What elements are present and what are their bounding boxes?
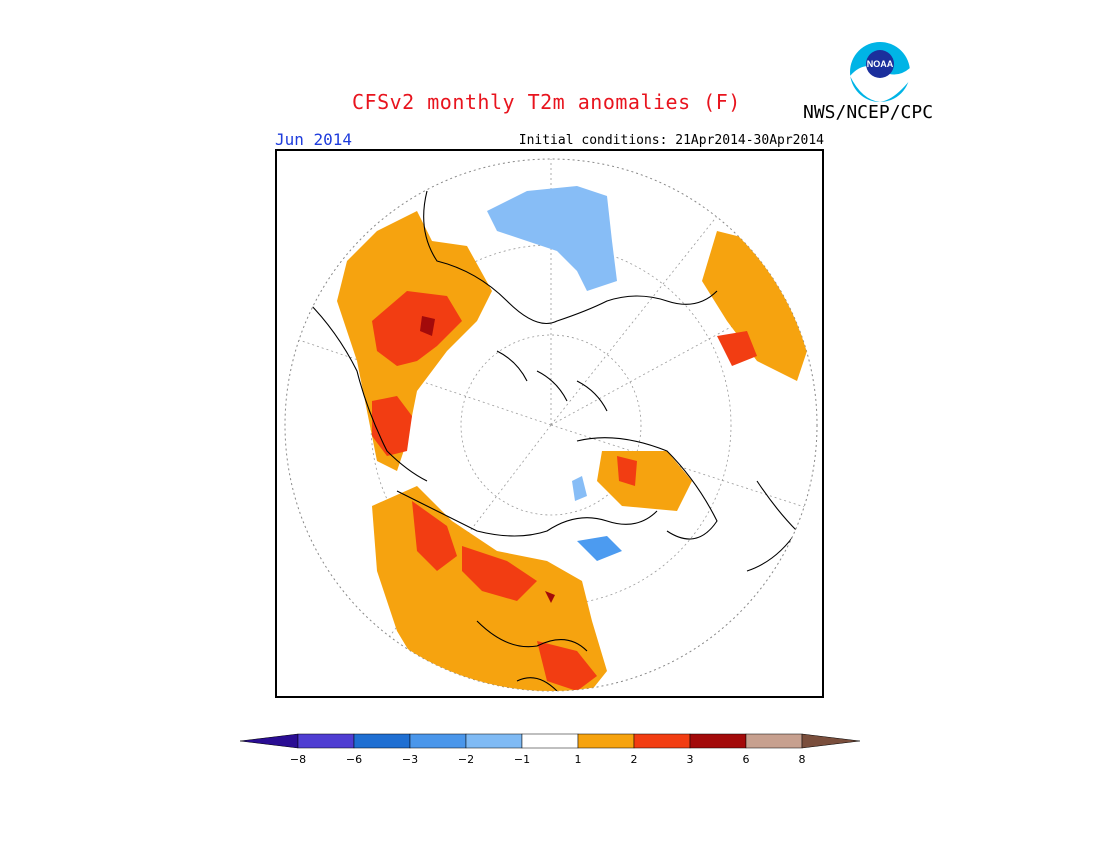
warm-region-russia-core xyxy=(372,291,462,366)
logo-text: NOAA xyxy=(867,59,894,69)
colorbar-tick: −6 xyxy=(346,753,362,766)
colorbar: −8 −6 −3 −2 −1 1 2 3 6 8 xyxy=(240,733,860,766)
cold-spot-archipelago xyxy=(572,476,587,501)
warm-region-greenland-core xyxy=(617,456,637,486)
warm-region-asia-core xyxy=(717,331,757,366)
warm-region-asia xyxy=(702,231,807,381)
noaa-logo: NOAA xyxy=(850,42,910,102)
colorbar-arrow-left xyxy=(240,733,299,749)
colorbar-tick: −2 xyxy=(458,753,474,766)
colorbar-tick: 6 xyxy=(743,753,750,766)
cold-region-kara xyxy=(487,186,617,291)
colorbar-bin xyxy=(409,733,467,749)
colorbar-tick: 2 xyxy=(631,753,638,766)
target-month: Jun 2014 xyxy=(275,130,353,149)
colorbar-bin xyxy=(745,733,803,749)
colorbar-tick: −3 xyxy=(402,753,418,766)
agency-label: NWS/NCEP/CPC xyxy=(803,102,934,123)
hot-spot-russia xyxy=(420,316,435,336)
colorbar-bin xyxy=(577,733,635,749)
colorbar-tick: 8 xyxy=(799,753,806,766)
hot-spot-canada xyxy=(545,591,555,603)
colorbar-bin xyxy=(465,733,523,749)
initial-conditions: Initial conditions: 21Apr2014-30Apr2014 xyxy=(518,133,824,148)
colorbar-bin xyxy=(689,733,747,749)
warm-region-canada-core xyxy=(412,501,457,571)
colorbar-bin xyxy=(353,733,411,749)
colorbar-tick: −8 xyxy=(290,753,306,766)
anomaly-map xyxy=(275,149,824,698)
warm-region-greatlakes xyxy=(537,641,597,691)
colorbar-tick: 1 xyxy=(575,753,582,766)
cold-region-archipelago xyxy=(577,536,622,561)
polar-map-svg xyxy=(284,158,818,692)
colorbar-bin xyxy=(633,733,691,749)
chart-title: CFSv2 monthly T2m anomalies (F) xyxy=(352,90,741,114)
colorbar-bin xyxy=(297,733,355,749)
warm-region-hudson xyxy=(462,546,537,601)
colorbar-tick: 3 xyxy=(687,753,694,766)
colorbar-arrow-right xyxy=(801,733,860,749)
colorbar-tick: −1 xyxy=(514,753,530,766)
colorbar-bin xyxy=(521,733,579,749)
